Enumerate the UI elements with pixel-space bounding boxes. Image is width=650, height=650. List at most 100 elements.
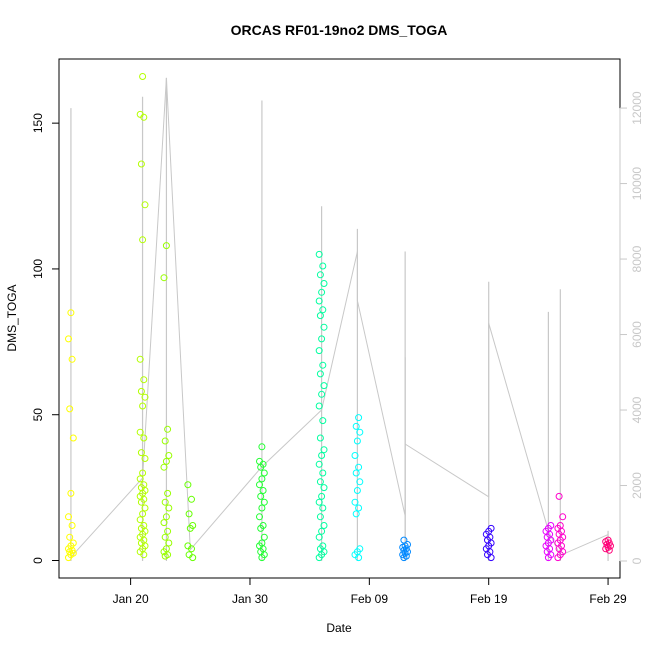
series-RF10 bbox=[542, 522, 555, 562]
data-point bbox=[165, 452, 173, 459]
x-tick-label: Jan 20 bbox=[113, 592, 149, 606]
data-point bbox=[352, 510, 360, 518]
data-point bbox=[316, 370, 324, 378]
data-point bbox=[65, 335, 72, 343]
x-tick-label: Feb 19 bbox=[470, 592, 508, 606]
data-point bbox=[259, 487, 267, 494]
data-point bbox=[162, 545, 170, 553]
data-point bbox=[353, 487, 361, 494]
data-point bbox=[140, 434, 148, 442]
data-point bbox=[356, 428, 364, 436]
x-tick-label: Feb 09 bbox=[351, 592, 389, 606]
data-point bbox=[139, 469, 147, 477]
y-axis-label: DMS_TOGA bbox=[5, 284, 19, 351]
data-point bbox=[68, 522, 76, 529]
data-point bbox=[260, 533, 268, 541]
y2-tick-label: 0 bbox=[630, 557, 644, 564]
axes-layer: Jan 20 Jan 30 Feb 09 Feb 19 Feb 29 0 50 100 150 0… bbox=[31, 91, 644, 606]
data-point bbox=[136, 475, 144, 483]
data-point bbox=[559, 513, 567, 521]
series-RF09 bbox=[482, 524, 495, 562]
y-tick-label: 150 bbox=[31, 113, 45, 133]
data-point bbox=[137, 160, 145, 168]
data-point bbox=[356, 545, 364, 553]
data-point bbox=[319, 469, 327, 477]
data-point bbox=[256, 481, 263, 489]
data-point bbox=[141, 504, 149, 512]
data-point bbox=[161, 437, 169, 445]
data-point bbox=[136, 355, 144, 363]
y-tick-label: 0 bbox=[31, 557, 45, 564]
data-point bbox=[319, 306, 327, 314]
data-point bbox=[160, 463, 168, 471]
y2-tick-label: 6000 bbox=[630, 321, 644, 348]
y-tick-label: 50 bbox=[31, 408, 45, 422]
data-point bbox=[139, 510, 147, 518]
data-point bbox=[315, 250, 323, 258]
data-point bbox=[355, 504, 363, 512]
data-point bbox=[319, 504, 327, 512]
data-point bbox=[67, 489, 75, 497]
data-point bbox=[184, 481, 192, 489]
series-RF01 bbox=[65, 309, 77, 562]
data-point bbox=[487, 524, 495, 532]
secondary-series-line bbox=[70, 77, 609, 558]
data-point bbox=[141, 201, 149, 209]
data-point bbox=[315, 402, 323, 410]
data-point bbox=[66, 533, 74, 541]
data-point bbox=[320, 446, 328, 454]
x-axis-label: Date bbox=[326, 621, 352, 635]
data-point bbox=[258, 504, 266, 512]
secondary-series-layer bbox=[70, 77, 609, 562]
data-point bbox=[320, 522, 328, 529]
data-point bbox=[165, 539, 173, 547]
data-point bbox=[164, 527, 172, 535]
data-point bbox=[189, 522, 197, 529]
data-point bbox=[139, 402, 147, 410]
data-point bbox=[351, 452, 359, 459]
data-point bbox=[556, 522, 564, 529]
data-point bbox=[318, 527, 326, 535]
data-point bbox=[315, 297, 323, 305]
data-point bbox=[67, 309, 75, 317]
data-point bbox=[315, 347, 323, 355]
data-point bbox=[185, 510, 193, 518]
data-point bbox=[256, 513, 263, 521]
series-RF02 bbox=[136, 73, 149, 559]
data-point bbox=[319, 417, 327, 425]
data-point bbox=[320, 280, 328, 287]
data-point bbox=[318, 390, 326, 398]
data-point bbox=[260, 498, 268, 506]
data-point bbox=[404, 541, 411, 548]
data-point bbox=[140, 481, 148, 489]
data-point bbox=[320, 484, 328, 492]
data-point bbox=[69, 539, 77, 547]
data-point bbox=[137, 449, 145, 457]
data-point bbox=[161, 533, 169, 541]
data-point bbox=[316, 434, 324, 442]
data-point bbox=[400, 536, 408, 544]
data-point bbox=[316, 312, 324, 320]
data-point bbox=[318, 492, 326, 500]
data-point bbox=[140, 522, 148, 529]
data-point bbox=[139, 236, 147, 244]
data-point bbox=[164, 425, 172, 433]
data-point bbox=[319, 262, 327, 270]
data-point bbox=[141, 393, 149, 401]
data-point bbox=[256, 457, 263, 465]
data-point bbox=[315, 533, 323, 541]
series-RF07 bbox=[351, 414, 364, 562]
data-point bbox=[315, 498, 323, 506]
data-point bbox=[316, 478, 324, 486]
data-point bbox=[161, 498, 169, 506]
series-RF03 bbox=[160, 242, 173, 560]
data-point bbox=[320, 323, 328, 331]
data-point bbox=[185, 551, 193, 559]
data-point bbox=[69, 434, 77, 442]
data-point bbox=[315, 460, 323, 468]
series-RF05 bbox=[256, 443, 268, 562]
data-point bbox=[318, 335, 326, 343]
data-point bbox=[65, 513, 72, 521]
data-point bbox=[68, 546, 76, 554]
